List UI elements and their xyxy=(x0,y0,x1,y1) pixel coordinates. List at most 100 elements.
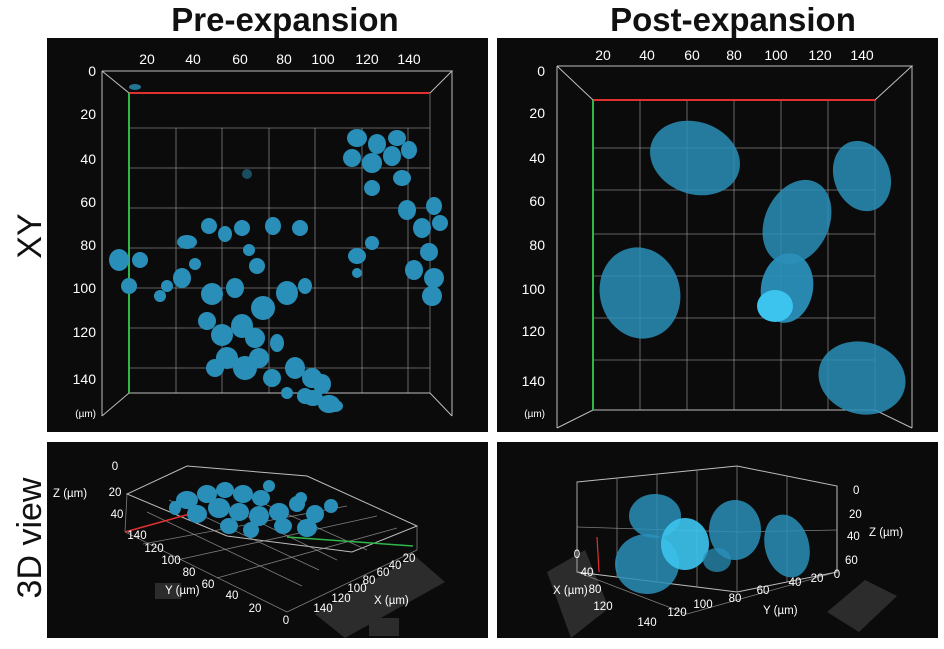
tick-label: 60 xyxy=(684,47,700,63)
tick-label: 20 xyxy=(403,553,416,565)
tick-label: 100 xyxy=(311,51,335,67)
tick-label: 100 xyxy=(73,280,97,296)
tick-label: 0 xyxy=(283,615,289,627)
tick-label: 140 xyxy=(127,530,146,542)
tick-label: 40 xyxy=(581,567,594,579)
tick-label: 20 xyxy=(849,509,862,521)
pre-xy-box xyxy=(101,70,454,417)
post-xy-x-ticks: 20 40 60 80 100 120 140 xyxy=(595,47,874,63)
pre-xy-nuclei xyxy=(109,84,448,413)
pre-3d-box xyxy=(124,465,419,613)
tick-label: 80 xyxy=(80,237,96,253)
tick-label: 40 xyxy=(111,509,124,521)
axis-label-y: Y (µm) xyxy=(763,605,798,617)
tick-label: 100 xyxy=(161,555,180,567)
post-xy-nuclei xyxy=(599,120,906,415)
tick-label: 100 xyxy=(693,599,712,611)
pre-3d-plot: 0 20 40 Z (µm) 140 120 100 80 60 40 20 0… xyxy=(53,461,445,638)
pre-3d-nuclei xyxy=(169,480,338,538)
pre-xy-y-ticks: 0 20 40 60 80 100 120 140 (µm) xyxy=(73,63,97,420)
tick-label: 20 xyxy=(249,603,262,615)
tick-label: 80 xyxy=(183,567,196,579)
tick-label: 0 xyxy=(88,63,96,79)
tick-label: 140 xyxy=(313,603,332,615)
tick-label: 0 xyxy=(537,63,545,79)
tick-label: 80 xyxy=(529,237,545,253)
tick-label: 140 xyxy=(850,47,874,63)
tick-label: 20 xyxy=(139,51,155,67)
tick-label: 0 xyxy=(853,485,859,497)
tick-label: 120 xyxy=(355,51,379,67)
tick-label: 80 xyxy=(276,51,292,67)
tick-label: 60 xyxy=(529,193,545,209)
post-3d-plot: 0 20 40 60 Z (µm) 0 40 80 120 X (µm) 140… xyxy=(547,465,903,638)
tick-label: 100 xyxy=(764,47,788,63)
post-xy-box xyxy=(556,65,914,429)
tick-label: 60 xyxy=(757,585,770,597)
tick-label: 120 xyxy=(667,607,686,619)
tick-label: 60 xyxy=(845,555,858,567)
axis-label-z: Z (µm) xyxy=(869,527,903,539)
title-post-expansion: Post-expansion xyxy=(610,1,856,38)
tick-label: 100 xyxy=(522,281,546,297)
unit-label: (µm) xyxy=(524,409,545,420)
pre-3d-y-axis: 140 120 100 80 60 40 20 0 Y (µm) xyxy=(127,530,289,627)
tick-label: 140 xyxy=(522,373,546,389)
axis-label-y: Y (µm) xyxy=(165,585,200,597)
tick-label: 100 xyxy=(347,583,366,595)
tick-label: 40 xyxy=(529,150,545,166)
post-xy-plot: 20 40 60 80 100 120 140 0 20 40 60 80 10… xyxy=(522,47,914,429)
tick-label: 20 xyxy=(811,573,824,585)
tick-label: 0 xyxy=(834,569,840,581)
post-3d-nuclei xyxy=(615,494,810,594)
panel-post-3d: 0 20 40 60 Z (µm) 0 40 80 120 X (µm) 140… xyxy=(497,442,938,638)
row-label-3d-view: 3D view xyxy=(11,477,49,599)
tick-label: 80 xyxy=(363,575,376,587)
tick-label: 80 xyxy=(589,584,602,596)
tick-label: 60 xyxy=(232,51,248,67)
post-3d-z-axis: 0 20 40 60 Z (µm) xyxy=(845,485,903,567)
tick-label: 20 xyxy=(80,106,96,122)
tick-label: 120 xyxy=(73,324,97,340)
row-label-xy: XY xyxy=(11,213,49,259)
unit-label: (µm) xyxy=(75,409,96,420)
axis-label-x: X (µm) xyxy=(553,585,588,597)
title-pre-expansion: Pre-expansion xyxy=(171,1,399,38)
tick-label: 120 xyxy=(808,47,832,63)
tick-label: 120 xyxy=(593,601,612,613)
panel-pre-3d: 0 20 40 Z (µm) 140 120 100 80 60 40 20 0… xyxy=(47,442,488,638)
tick-label: 80 xyxy=(729,593,742,605)
pre-xy-x-ticks: 20 40 60 80 100 120 140 xyxy=(139,51,421,67)
tick-label: 0 xyxy=(112,461,118,473)
post-3d-x-axis: 0 40 80 120 X (µm) xyxy=(553,549,613,613)
tick-label: 140 xyxy=(397,51,421,67)
tick-label: 20 xyxy=(109,487,122,499)
tick-label: 120 xyxy=(331,593,350,605)
tick-label: 60 xyxy=(80,194,96,210)
tick-label: 20 xyxy=(529,105,545,121)
post-xy-y-ticks: 0 20 40 60 80 100 120 140 (µm) xyxy=(522,63,546,420)
tick-label: 20 xyxy=(595,47,611,63)
tick-label: 140 xyxy=(73,371,97,387)
tick-label: 40 xyxy=(226,590,239,602)
tick-label: 40 xyxy=(789,577,802,589)
panel-pre-xy: 20 40 60 80 100 120 140 0 20 40 60 80 10… xyxy=(47,38,488,432)
axis-label-z: Z (µm) xyxy=(53,488,87,500)
tick-label: 40 xyxy=(639,47,655,63)
tick-label: 120 xyxy=(522,323,546,339)
tick-label: 0 xyxy=(574,549,580,561)
pre-xy-plot: 20 40 60 80 100 120 140 0 20 40 60 80 10… xyxy=(73,51,454,420)
tick-label: 120 xyxy=(144,543,163,555)
tick-label: 40 xyxy=(80,151,96,167)
tick-label: 60 xyxy=(202,579,215,591)
tick-label: 140 xyxy=(637,617,656,629)
pre-3d-x-axis: 140 120 100 80 60 40 20 X (µm) xyxy=(313,553,415,615)
post-3d-y-axis: 140 120 100 80 60 40 20 0 Y (µm) xyxy=(637,569,840,629)
axis-label-x: X (µm) xyxy=(374,595,409,607)
panel-post-xy: 20 40 60 80 100 120 140 0 20 40 60 80 10… xyxy=(497,38,938,432)
tick-label: 40 xyxy=(185,51,201,67)
tick-label: 40 xyxy=(389,560,402,572)
tick-label: 60 xyxy=(377,567,390,579)
tick-label: 80 xyxy=(726,47,742,63)
pre-3d-z-axis: 0 20 40 Z (µm) xyxy=(53,461,123,521)
